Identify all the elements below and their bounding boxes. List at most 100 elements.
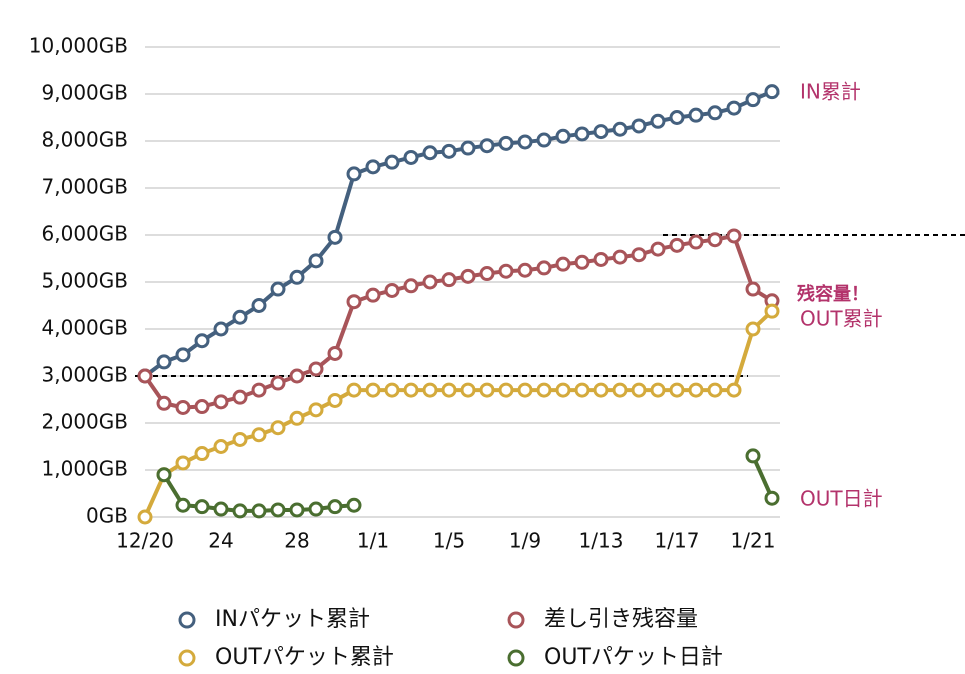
y-tick-label: 0GB: [86, 504, 128, 528]
series-line: [143, 309, 774, 518]
data-point: [441, 143, 457, 159]
data-point: [365, 159, 381, 175]
x-tick-label: 1/17: [655, 529, 700, 553]
data-point: [631, 247, 647, 263]
data-point: [764, 490, 780, 506]
data-point: [536, 382, 552, 398]
data-point: [270, 281, 286, 297]
data-point: [327, 392, 343, 408]
data-point: [346, 166, 362, 182]
legend-label: OUTパケット日計: [544, 645, 723, 670]
data-point: [251, 503, 267, 519]
y-tick-label: 6,000GB: [42, 222, 128, 246]
data-point: [688, 234, 704, 250]
data-point: [441, 382, 457, 398]
data-point: [289, 269, 305, 285]
data-point: [137, 509, 153, 525]
series-line: [751, 455, 774, 500]
data-point: [593, 124, 609, 140]
x-tick-label: 12/20: [116, 529, 174, 553]
data-point: [593, 382, 609, 398]
data-point: [669, 237, 685, 253]
data-point: [536, 260, 552, 276]
data-point: [175, 347, 191, 363]
legend-marker: [507, 649, 525, 667]
data-point: [460, 140, 476, 156]
data-point: [194, 499, 210, 515]
data-point: [479, 382, 495, 398]
series-line: [143, 89, 773, 378]
data-point: [707, 382, 723, 398]
data-point: [631, 382, 647, 398]
data-point: [479, 138, 495, 154]
data-point: [327, 345, 343, 361]
x-tick-label: 24: [208, 529, 233, 553]
data-point: [745, 281, 761, 297]
data-point: [745, 92, 761, 108]
y-tick-label: 10,000GB: [29, 34, 128, 58]
data-point: [650, 113, 666, 129]
x-tick-label: 1/5: [433, 529, 465, 553]
data-point: [384, 282, 400, 298]
legend-marker: [507, 611, 525, 629]
data-point: [251, 427, 267, 443]
y-tick-label: 2,000GB: [42, 410, 128, 434]
data-point: [498, 135, 514, 151]
data-point: [726, 100, 742, 116]
data-point: [593, 251, 609, 267]
data-point: [555, 128, 571, 144]
legend-label: OUTパケット累計: [215, 645, 394, 670]
data-point: [479, 266, 495, 282]
data-point: [194, 446, 210, 462]
data-point: [194, 399, 210, 415]
data-point: [403, 382, 419, 398]
x-tick-label: 1/13: [579, 529, 624, 553]
data-point: [764, 303, 780, 319]
data-point: [403, 149, 419, 165]
data-point: [612, 249, 628, 265]
data-point: [498, 263, 514, 279]
data-point: [422, 382, 438, 398]
data-point: [289, 502, 305, 518]
data-point: [270, 375, 286, 391]
data-point: [631, 118, 647, 134]
x-tick-label: 1/21: [731, 529, 776, 553]
data-point: [213, 501, 229, 517]
x-tick-label: 28: [284, 529, 309, 553]
annotation: IN累計: [800, 80, 861, 104]
data-point: [308, 402, 324, 418]
data-point: [213, 321, 229, 337]
data-point: [726, 382, 742, 398]
x-tick-label: 1/9: [509, 529, 541, 553]
annotation: 残容量！: [797, 283, 869, 305]
data-point: [156, 467, 172, 483]
data-point: [365, 382, 381, 398]
data-point: [175, 497, 191, 513]
data-point: [574, 254, 590, 270]
data-point: [574, 382, 590, 398]
data-point: [308, 253, 324, 269]
data-point: [707, 105, 723, 121]
y-tick-label: 3,000GB: [42, 363, 128, 387]
data-point: [289, 410, 305, 426]
data-point: [175, 399, 191, 415]
data-point: [688, 382, 704, 398]
data-point: [251, 298, 267, 313]
y-tick-label: 4,000GB: [42, 316, 128, 340]
data-point: [384, 382, 400, 398]
x-tick-label: 1/1: [357, 529, 389, 553]
data-point: [251, 382, 267, 398]
data-point: [517, 134, 533, 150]
data-point: [555, 382, 571, 398]
legend-marker: [178, 611, 196, 629]
data-point: [650, 382, 666, 398]
legend-marker: [178, 649, 196, 667]
data-point: [384, 154, 400, 170]
data-point: [156, 354, 172, 370]
data-point: [194, 333, 210, 349]
data-point: [422, 274, 438, 290]
data-point: [327, 229, 343, 245]
data-point: [346, 294, 362, 310]
data-point: [270, 502, 286, 518]
